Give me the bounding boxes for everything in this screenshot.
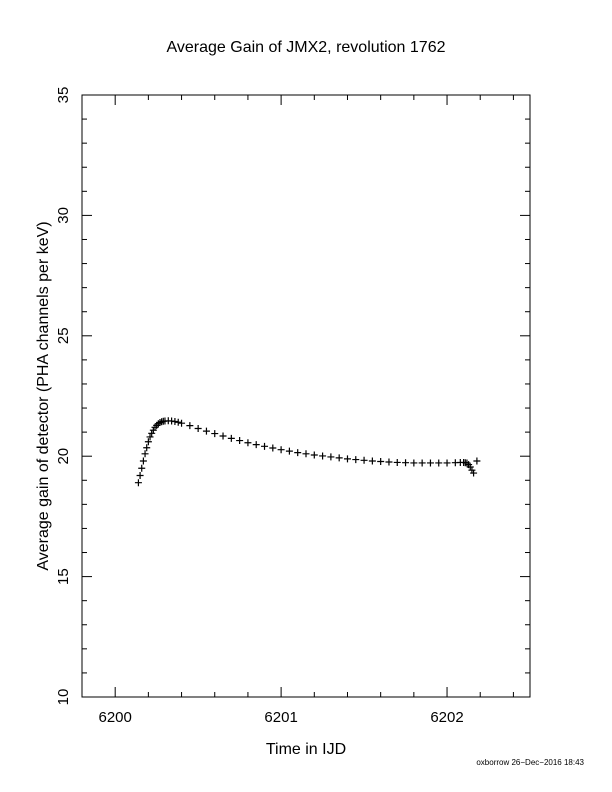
- data-point: [134, 479, 142, 487]
- x-tick-labels: 6200 6201 6202: [98, 709, 463, 726]
- x-axis-label: Time in IJD: [266, 741, 346, 758]
- data-point: [144, 438, 152, 446]
- data-point: [148, 429, 156, 437]
- y-tick-label: 15: [55, 568, 72, 585]
- data-point: [426, 459, 434, 467]
- x-tick-label: 6200: [98, 709, 131, 726]
- data-point: [294, 449, 302, 457]
- data-point: [277, 446, 285, 454]
- data-point: [473, 457, 481, 465]
- data-point: [261, 442, 269, 450]
- y-tick-label: 35: [55, 87, 72, 104]
- data-point: [310, 451, 318, 459]
- y-tick-labels: 10 15 20 25 30 35: [55, 87, 72, 706]
- data-point: [463, 459, 471, 467]
- data-point: [302, 450, 310, 458]
- plot-frame: [81, 94, 531, 698]
- chart-title: Average Gain of JMX2, revolution 1762: [167, 39, 446, 56]
- data-point: [377, 457, 385, 465]
- data-point: [143, 444, 151, 452]
- data-point: [410, 459, 418, 467]
- footer-stamp: oxborrow 26−Dec−2016 18:43: [476, 758, 584, 767]
- data-point: [211, 430, 219, 438]
- y-tick-label: 20: [55, 448, 72, 465]
- data-point: [360, 456, 368, 464]
- data-point: [402, 459, 410, 467]
- data-point: [352, 456, 360, 464]
- data-point: [227, 434, 235, 442]
- data-point: [146, 433, 154, 441]
- data-point: [443, 459, 451, 467]
- y-tick-label: 25: [55, 327, 72, 344]
- data-point: [285, 447, 293, 455]
- data-point: [186, 422, 194, 430]
- data-point: [174, 418, 182, 426]
- data-point: [156, 418, 164, 426]
- data-point: [219, 432, 227, 440]
- data-point: [236, 437, 244, 445]
- data-point: [368, 457, 376, 465]
- data-point: [202, 427, 210, 435]
- data-point: [343, 455, 351, 463]
- data-point: [393, 458, 401, 466]
- data-point: [335, 454, 343, 462]
- data-point: [327, 453, 335, 461]
- data-point: [141, 450, 149, 458]
- x-tick-label: 6202: [430, 709, 463, 726]
- data-point: [435, 459, 443, 467]
- data-point: [466, 463, 474, 471]
- y-tick-label: 10: [55, 689, 72, 706]
- data-point: [171, 418, 179, 426]
- data-point: [470, 469, 478, 477]
- data-point: [136, 471, 144, 479]
- data-point: [139, 457, 147, 465]
- y-axis-label: Average gain of detector (PHA channels p…: [35, 221, 52, 570]
- data-point: [385, 458, 393, 466]
- data-point: [269, 444, 277, 452]
- y-tick-label: 30: [55, 207, 72, 224]
- data-point: [138, 464, 146, 472]
- data-point: [319, 452, 327, 460]
- data-series: [134, 417, 481, 487]
- data-point: [252, 441, 260, 449]
- x-tick-label: 6201: [264, 709, 297, 726]
- data-point: [194, 425, 202, 433]
- data-point: [178, 419, 186, 427]
- data-point: [418, 459, 426, 467]
- data-point: [244, 439, 252, 447]
- axis-ticks: [82, 95, 530, 697]
